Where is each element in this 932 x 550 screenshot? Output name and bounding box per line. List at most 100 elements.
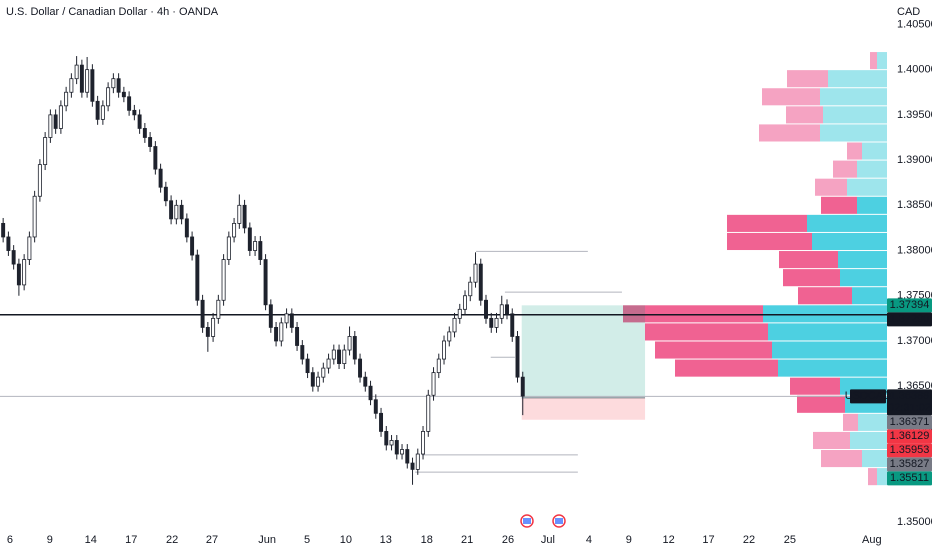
profile-up-volume [877,468,887,486]
candle-body [442,340,446,360]
profile-down-volume [675,359,778,377]
plot-area [0,52,887,486]
candle-body [142,128,147,138]
candle-body [132,109,137,116]
candle-body [373,399,378,414]
price-tag-label: 1.35827 [890,458,930,470]
profile-down-volume [759,124,820,142]
profile-down-volume [787,70,828,88]
candle-body [436,358,441,374]
profile-up-volume [823,106,887,124]
x-tick-label: 13 [380,534,392,546]
chart-title: U.S. Dollar / Canadian Dollar · 4h · OAN… [6,6,219,18]
candle-body [452,317,457,333]
price-tag [887,389,932,416]
candle-body [358,358,363,378]
x-tick-label: 18 [421,534,433,546]
candle-body [363,376,368,387]
x-tick-label: 9 [626,534,632,546]
candle-body [394,440,399,455]
candle-body [326,358,331,369]
candle-body [415,453,420,470]
price-tag-label: 1.36371 [890,416,930,428]
candle-body [153,146,158,170]
profile-down-volume [623,305,763,323]
profile-down-volume [762,88,820,106]
candle-body [295,327,300,346]
price-tag-label: 1.36129 [890,430,930,442]
candle-body [447,331,452,342]
x-tick-label: Aug [862,534,882,546]
price-tag [887,415,932,430]
price-tag [887,298,932,313]
candle-body [410,462,415,470]
candle-body [316,376,321,387]
profile-down-volume [870,52,877,70]
candle-body [148,137,153,147]
profile-up-volume [858,413,887,431]
candle-body [337,349,342,364]
candle-body [384,431,389,446]
candle-body [300,345,305,360]
profile-up-volume [812,232,887,251]
candle-body [221,259,226,301]
candle-body [79,64,84,93]
x-tick-label: 6 [7,534,13,546]
x-tick-label: 26 [502,534,514,546]
profile-up-volume [847,178,887,196]
candle-body [400,449,405,455]
candle-body [121,91,126,98]
profile-up-volume [877,52,887,70]
profile-up-volume [768,323,887,341]
candle-body [27,236,32,260]
candle-body [111,78,116,89]
y-tick-label: 1.39000 [897,154,932,166]
candle-body [216,299,221,319]
event-flag-body [523,518,531,524]
profile-up-volume [828,70,887,88]
candle-body [342,349,347,364]
candle-body [74,64,79,80]
candle-body [457,308,462,319]
candle-body [510,313,515,337]
candle-body [253,241,258,251]
candle-body [184,218,189,238]
x-tick-label: 12 [663,534,675,546]
x-tick-label: 17 [702,534,714,546]
profile-down-volume [727,214,807,232]
price-tag-label: 1.37290 [890,313,930,325]
candle-body [379,412,384,432]
price-tag [887,457,932,472]
profile-up-volume [772,341,887,359]
candle-body [169,200,174,220]
candle-body [43,137,48,166]
candle-body [310,372,315,387]
candle-body [106,87,111,107]
profile-down-volume [655,341,772,359]
profile-up-volume [857,160,887,178]
profile-down-volume [727,232,812,251]
y-tick-label: 1.40000 [897,64,932,76]
profile-up-volume [840,269,887,287]
profile-up-volume [862,450,887,468]
candle-body [242,204,247,229]
profile-down-volume [798,287,852,305]
candle-body [468,281,473,297]
price-tag-label: 1.37394 [890,299,930,311]
x-tick-label: 21 [461,534,473,546]
profile-down-volume [821,196,857,214]
candle-body [426,394,431,432]
profile-up-volume [857,196,887,214]
candle-body [211,317,216,337]
price-tag-label: 1.35953 [890,444,930,456]
y-tick-label: 1.38500 [897,199,932,211]
candle-body [200,299,205,328]
profile-up-volume [862,142,887,160]
position-stop-zone [521,397,646,420]
symbol-tag-label: USDCAD [845,390,892,402]
price-tag [887,471,932,486]
candle-body [179,204,184,220]
candle-body [289,313,294,328]
candle-body [268,304,273,328]
